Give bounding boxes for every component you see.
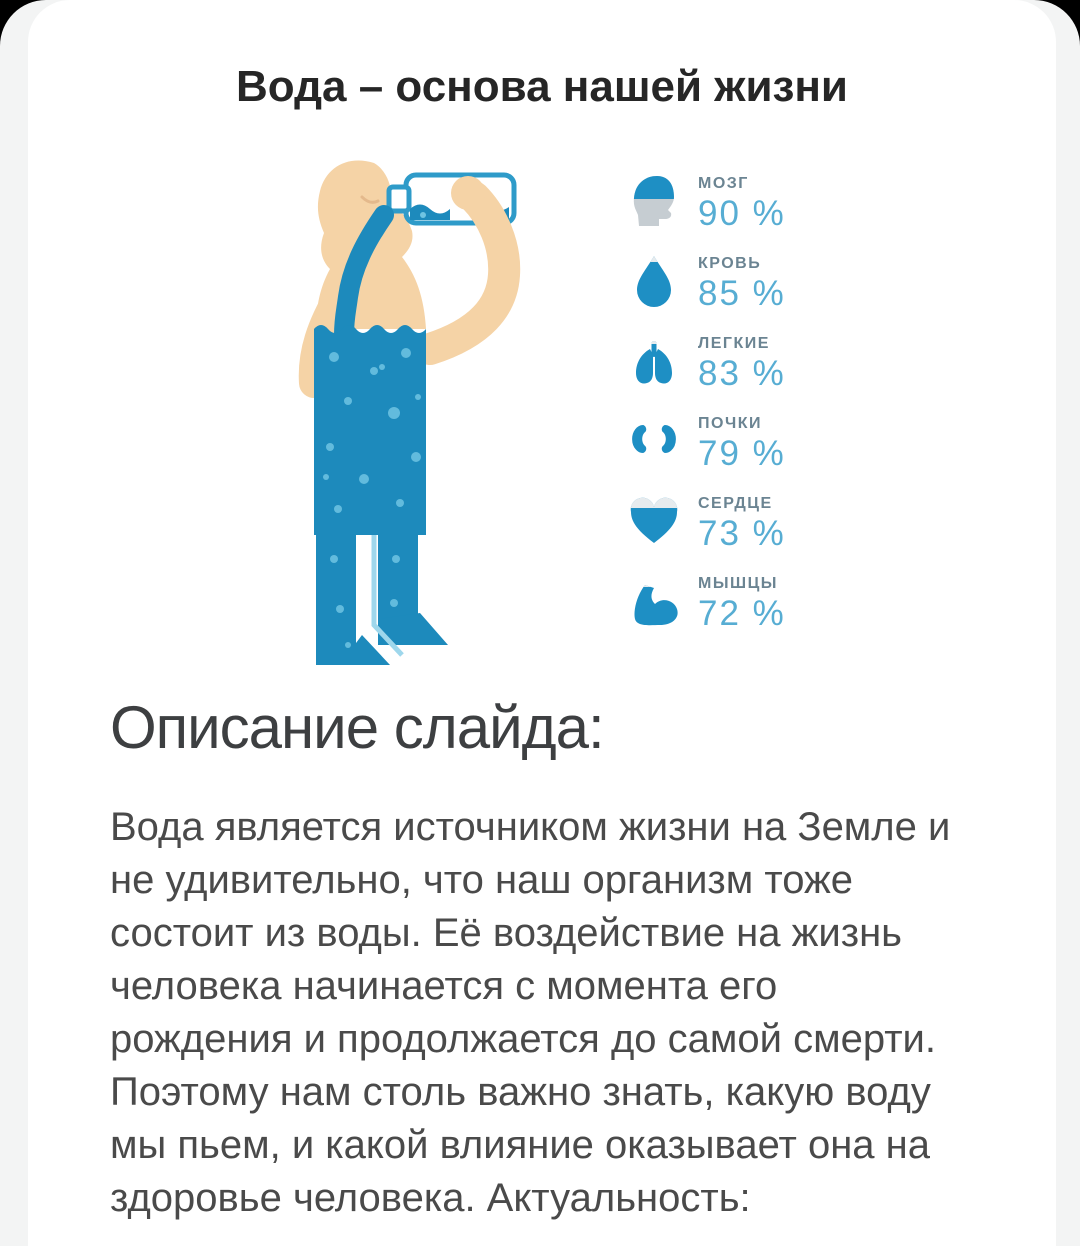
stat-label: СЕРДЦЕ bbox=[698, 494, 773, 512]
stat-row-lungs: ЛЕГКИЕ 83 % bbox=[626, 333, 786, 393]
muscle-arm-icon bbox=[626, 573, 682, 629]
stat-value: 73 % bbox=[698, 514, 786, 554]
kidneys-icon bbox=[626, 413, 682, 469]
slide-title: Вода – основа нашей жизни bbox=[236, 62, 848, 111]
stat-row-kidneys: ПОЧКИ 79 % bbox=[626, 413, 786, 473]
description-paragraph: Вода является источником жизни на Земле … bbox=[110, 804, 951, 1220]
stat-label: ЛЕГКИЕ bbox=[698, 334, 770, 352]
description-heading: Описание слайда: bbox=[110, 693, 605, 761]
stat-value: 90 % bbox=[698, 194, 786, 234]
lungs-icon bbox=[626, 333, 682, 389]
stat-row-heart: СЕРДЦЕ 73 % bbox=[626, 493, 786, 553]
stat-row-muscles: МЫШЦЫ 72 % bbox=[626, 573, 786, 633]
stat-value: 85 % bbox=[698, 274, 786, 314]
heart-icon bbox=[626, 493, 682, 549]
stat-value: 79 % bbox=[698, 434, 786, 474]
water-infographic: МОЗГ 90 % КРОВЬ 85 % bbox=[28, 157, 1056, 669]
stat-value: 83 % bbox=[698, 354, 786, 394]
stat-label: МЫШЦЫ bbox=[698, 574, 778, 592]
person-drinking-water-illustration bbox=[278, 157, 558, 667]
content-card: Вода – основа нашей жизни bbox=[28, 0, 1056, 1246]
stat-label: МОЗГ bbox=[698, 174, 749, 192]
water-drop-icon bbox=[626, 253, 682, 309]
stat-label: ПОЧКИ bbox=[698, 414, 762, 432]
stat-label: КРОВЬ bbox=[698, 254, 762, 272]
brain-icon bbox=[626, 173, 682, 229]
organ-stats-list: МОЗГ 90 % КРОВЬ 85 % bbox=[626, 173, 786, 633]
stat-row-blood: КРОВЬ 85 % bbox=[626, 253, 786, 313]
stat-value: 72 % bbox=[698, 594, 786, 634]
person-illustration-svg bbox=[298, 160, 521, 665]
stat-row-brain: МОЗГ 90 % bbox=[626, 173, 786, 233]
